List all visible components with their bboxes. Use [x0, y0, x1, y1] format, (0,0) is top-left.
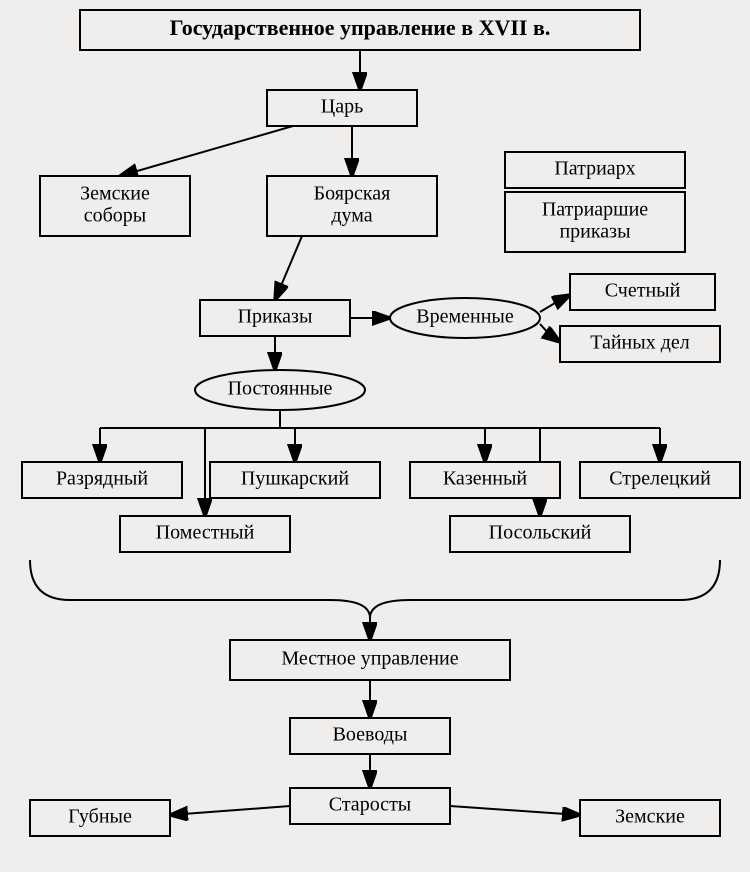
- node-push: Пушкарский: [210, 462, 380, 498]
- node-razr: Разрядный: [22, 462, 182, 498]
- node-label: Стрелецкий: [609, 468, 711, 490]
- node-zemsk: Земскиесоборы: [40, 176, 190, 236]
- node-star: Старосты: [290, 788, 450, 824]
- node-tayn: Тайных дел: [560, 326, 720, 362]
- node-label: Счетный: [605, 280, 681, 302]
- edge: [540, 295, 570, 312]
- edge: [450, 806, 580, 815]
- node-label: Губные: [68, 806, 132, 828]
- edge: [275, 236, 302, 300]
- node-label: приказы: [559, 221, 630, 243]
- node-label: Тайных дел: [590, 332, 689, 354]
- node-label: Казенный: [443, 468, 528, 490]
- node-label: Приказы: [238, 306, 313, 328]
- edge: [170, 806, 290, 815]
- node-kazen: Казенный: [410, 462, 560, 498]
- node-zemstar: Земские: [580, 800, 720, 836]
- node-local: Местное управление: [230, 640, 510, 680]
- node-label: Разрядный: [56, 468, 148, 490]
- node-patriarch: Патриарх: [505, 152, 685, 188]
- node-vremen: Временные: [390, 298, 540, 338]
- flowchart-canvas: Государственное управление в XVII в. Царь…: [0, 0, 750, 872]
- nodes-layer: Государственное управление в XVII в. Царь…: [22, 10, 740, 836]
- node-label: Местное управление: [281, 648, 458, 670]
- node-duma: Боярскаядума: [267, 176, 437, 236]
- node-label: Старосты: [329, 794, 412, 816]
- node-label: Патриаршие: [542, 199, 648, 221]
- node-label: Земские: [615, 806, 685, 828]
- node-label: Постоянные: [228, 378, 333, 400]
- node-strel: Стрелецкий: [580, 462, 740, 498]
- curly-brace: [30, 560, 720, 618]
- node-prikazy: Приказы: [200, 300, 350, 336]
- node-label: дума: [331, 205, 372, 227]
- node-label: Посольский: [489, 522, 592, 544]
- node-label: Земские: [80, 183, 150, 205]
- edge: [540, 324, 560, 342]
- node-label: Царь: [321, 96, 363, 118]
- node-title: Государственное управление в XVII в.: [80, 10, 640, 50]
- node-label: Боярская: [314, 183, 391, 205]
- node-label: Воеводы: [333, 724, 408, 746]
- node-voev: Воеводы: [290, 718, 450, 754]
- node-posol: Посольский: [450, 516, 630, 552]
- node-pomest: Поместный: [120, 516, 290, 552]
- node-label: Государственное управление в XVII в.: [170, 15, 551, 40]
- edge: [120, 126, 293, 176]
- node-tsar: Царь: [267, 90, 417, 126]
- node-schet: Счетный: [570, 274, 715, 310]
- node-label: Поместный: [156, 522, 255, 544]
- node-label: Пушкарский: [241, 468, 349, 490]
- node-label: соборы: [84, 205, 147, 227]
- node-patorders: Патриаршиеприказы: [505, 192, 685, 252]
- node-label: Патриарх: [554, 158, 635, 180]
- node-label: Временные: [416, 306, 514, 328]
- node-post: Постоянные: [195, 370, 365, 410]
- node-gubn: Губные: [30, 800, 170, 836]
